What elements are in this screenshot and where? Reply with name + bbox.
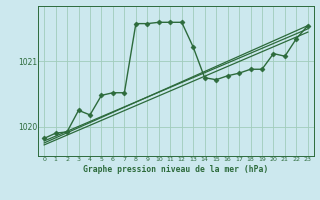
X-axis label: Graphe pression niveau de la mer (hPa): Graphe pression niveau de la mer (hPa) [84,165,268,174]
